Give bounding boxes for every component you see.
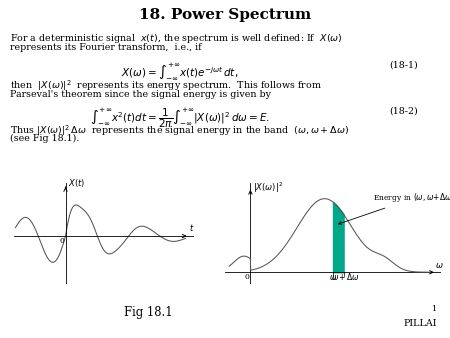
Text: Energy in $(\omega,\omega\!+\!\Delta\omega)$: Energy in $(\omega,\omega\!+\!\Delta\ome… [339,191,450,224]
Text: $\omega$: $\omega$ [329,273,337,282]
Text: 0: 0 [244,272,249,281]
Text: (18-1): (18-1) [390,61,418,70]
Text: 0: 0 [59,237,64,245]
Text: Parseval's theorem since the signal energy is given by: Parseval's theorem since the signal ener… [10,90,271,99]
Text: then  $|X(\omega)|^2$  represents its energy spectrum.  This follows from: then $|X(\omega)|^2$ represents its ener… [10,78,322,93]
Text: 1: 1 [432,305,436,313]
Text: $t$: $t$ [189,222,194,233]
Text: Thus $|X(\omega)|^2\,\Delta\omega$  represents the signal energy in the band  $(: Thus $|X(\omega)|^2\,\Delta\omega$ repre… [10,123,349,138]
Text: PILLAI: PILLAI [403,319,436,328]
Text: $X(\omega) = \int_{-\infty}^{+\infty} x(t)e^{-j\omega t}\,dt,$: $X(\omega) = \int_{-\infty}^{+\infty} x(… [122,61,238,82]
Text: (18-2): (18-2) [390,106,418,115]
Text: $X(t)$: $X(t)$ [68,177,85,190]
Text: (see Fig 18.1).: (see Fig 18.1). [10,134,79,143]
Text: represents its Fourier transform,  i.e., if: represents its Fourier transform, i.e., … [10,43,202,52]
Text: $\omega + \Delta\omega$: $\omega + \Delta\omega$ [331,271,360,282]
Text: $\omega$: $\omega$ [435,261,443,270]
Text: For a deterministic signal  $x(t)$, the spectrum is well defined: If  $X(\omega): For a deterministic signal $x(t)$, the s… [10,32,342,45]
Text: $\int_{-\infty}^{+\infty} x^2(t)dt = \dfrac{1}{2\pi}\int_{-\infty}^{+\infty}|X(\: $\int_{-\infty}^{+\infty} x^2(t)dt = \df… [90,106,270,130]
Text: Fig 18.1: Fig 18.1 [124,307,173,319]
Text: $|X(\omega)|^2$: $|X(\omega)|^2$ [253,181,283,195]
Text: 18. Power Spectrum: 18. Power Spectrum [139,8,311,22]
